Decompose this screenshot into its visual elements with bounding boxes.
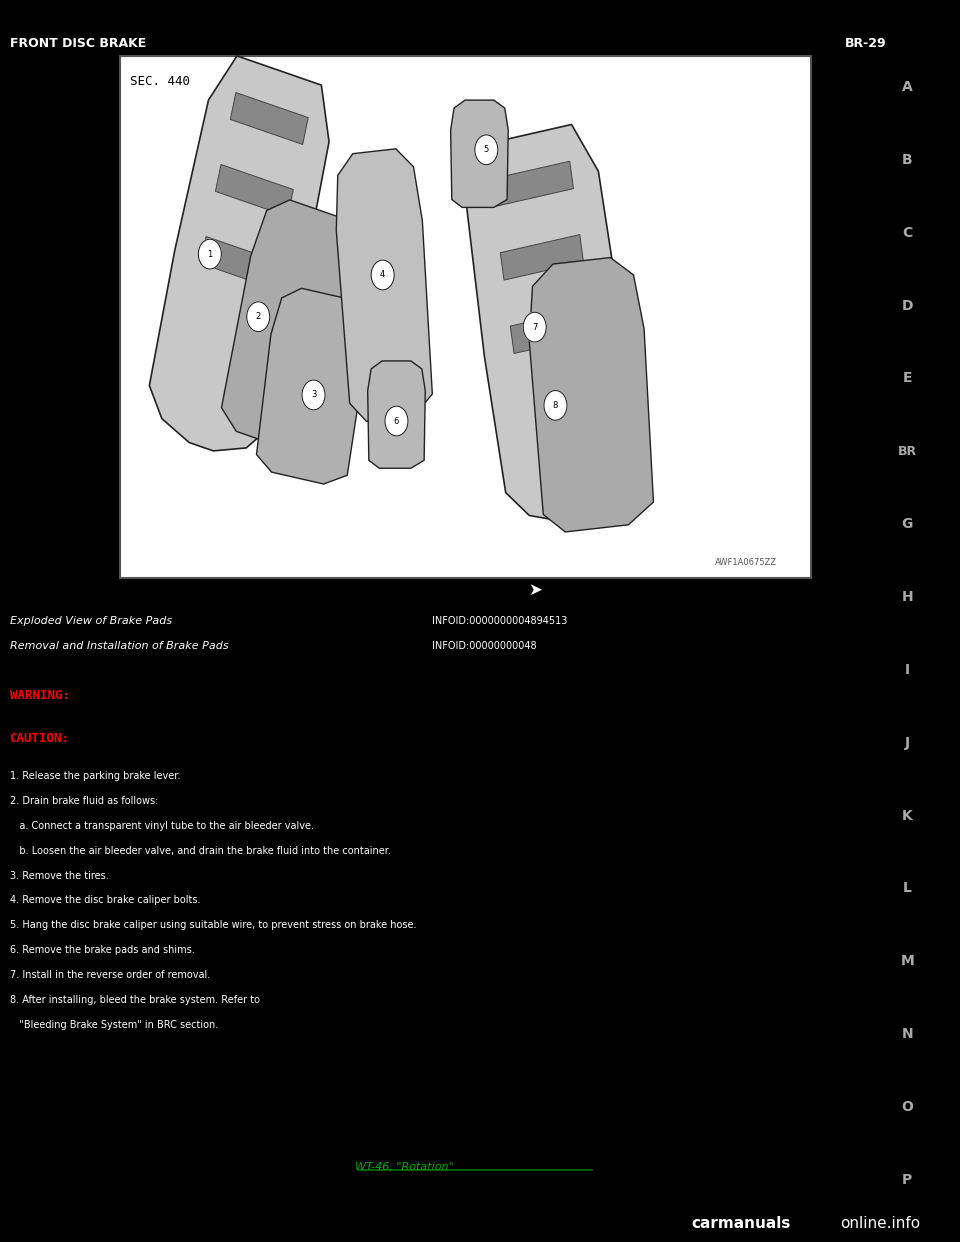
Text: 7: 7: [532, 323, 538, 332]
Text: INFOID:0000000004894513: INFOID:0000000004894513: [432, 616, 567, 626]
Circle shape: [523, 312, 546, 342]
Circle shape: [247, 302, 270, 332]
Polygon shape: [500, 235, 584, 281]
Text: 5: 5: [484, 145, 489, 154]
Text: SEC. 440: SEC. 440: [130, 75, 190, 87]
Circle shape: [372, 260, 395, 289]
Text: 5. Hang the disc brake caliper using suitable wire, to prevent stress on brake h: 5. Hang the disc brake caliper using sui…: [10, 920, 416, 930]
Polygon shape: [511, 308, 593, 354]
Text: B: B: [901, 153, 913, 166]
Text: Exploded View of Brake Pads: Exploded View of Brake Pads: [10, 616, 172, 626]
Text: AWF1A0675ZZ: AWF1A0675ZZ: [714, 558, 777, 568]
Circle shape: [199, 240, 222, 270]
Text: BR-29: BR-29: [845, 37, 886, 50]
Text: CAUTION:: CAUTION:: [10, 733, 69, 745]
Text: WT-46, "Rotation": WT-46, "Rotation": [355, 1163, 454, 1172]
Text: A: A: [901, 79, 913, 94]
Text: carmanuals: carmanuals: [691, 1216, 791, 1231]
Text: 2: 2: [255, 312, 261, 322]
Text: J: J: [904, 735, 910, 750]
Text: 8. After installing, bleed the brake system. Refer to: 8. After installing, bleed the brake sys…: [10, 995, 259, 1005]
Text: BR: BR: [898, 445, 917, 458]
Text: 4. Remove the disc brake caliper bolts.: 4. Remove the disc brake caliper bolts.: [10, 895, 200, 905]
Polygon shape: [215, 164, 294, 216]
Polygon shape: [368, 361, 425, 468]
FancyBboxPatch shape: [120, 56, 811, 578]
Polygon shape: [201, 236, 278, 288]
Text: Removal and Installation of Brake Pads: Removal and Installation of Brake Pads: [10, 641, 228, 651]
Text: 7. Install in the reverse order of removal.: 7. Install in the reverse order of remov…: [10, 970, 210, 980]
Polygon shape: [491, 161, 573, 206]
Text: 1: 1: [207, 250, 212, 258]
Circle shape: [385, 406, 408, 436]
Polygon shape: [336, 149, 432, 421]
Text: C: C: [902, 226, 912, 240]
Polygon shape: [256, 288, 366, 484]
Circle shape: [544, 390, 567, 420]
Text: online.info: online.info: [840, 1216, 920, 1231]
Text: 4: 4: [380, 271, 385, 279]
Text: 2. Drain brake fluid as follows:: 2. Drain brake fluid as follows:: [10, 796, 158, 806]
Text: O: O: [901, 1100, 913, 1114]
Text: 6: 6: [394, 416, 399, 426]
Text: 8: 8: [553, 401, 558, 410]
Text: D: D: [901, 298, 913, 313]
Polygon shape: [466, 124, 638, 522]
Text: a. Connect a transparent vinyl tube to the air bleeder valve.: a. Connect a transparent vinyl tube to t…: [10, 821, 314, 831]
Circle shape: [475, 135, 498, 165]
Text: G: G: [901, 517, 913, 532]
Polygon shape: [150, 56, 329, 451]
Text: WARNING:: WARNING:: [10, 689, 69, 702]
Text: L: L: [902, 882, 912, 895]
Text: FRONT DISC BRAKE: FRONT DISC BRAKE: [10, 37, 146, 50]
Text: 6. Remove the brake pads and shims.: 6. Remove the brake pads and shims.: [10, 945, 194, 955]
Polygon shape: [529, 257, 654, 532]
Polygon shape: [450, 101, 508, 207]
Text: 1. Release the parking brake lever.: 1. Release the parking brake lever.: [10, 771, 180, 781]
Text: ➤: ➤: [528, 581, 541, 599]
Text: M: M: [900, 954, 914, 969]
Circle shape: [302, 380, 325, 410]
Text: H: H: [901, 590, 913, 604]
Text: K: K: [901, 809, 913, 822]
Text: INFOID:00000000048: INFOID:00000000048: [432, 641, 537, 651]
Bar: [0, 0, 960, 56]
Polygon shape: [230, 92, 308, 144]
Text: E: E: [902, 371, 912, 385]
Text: I: I: [904, 663, 910, 677]
Text: P: P: [902, 1172, 912, 1187]
Text: b. Loosen the air bleeder valve, and drain the brake fluid into the container.: b. Loosen the air bleeder valve, and dra…: [10, 846, 391, 856]
Text: N: N: [901, 1027, 913, 1041]
Text: 3: 3: [311, 390, 316, 400]
Text: 3. Remove the tires.: 3. Remove the tires.: [10, 871, 108, 881]
Text: "Bleeding Brake System" in BRC section.: "Bleeding Brake System" in BRC section.: [10, 1020, 218, 1030]
Polygon shape: [222, 200, 356, 451]
